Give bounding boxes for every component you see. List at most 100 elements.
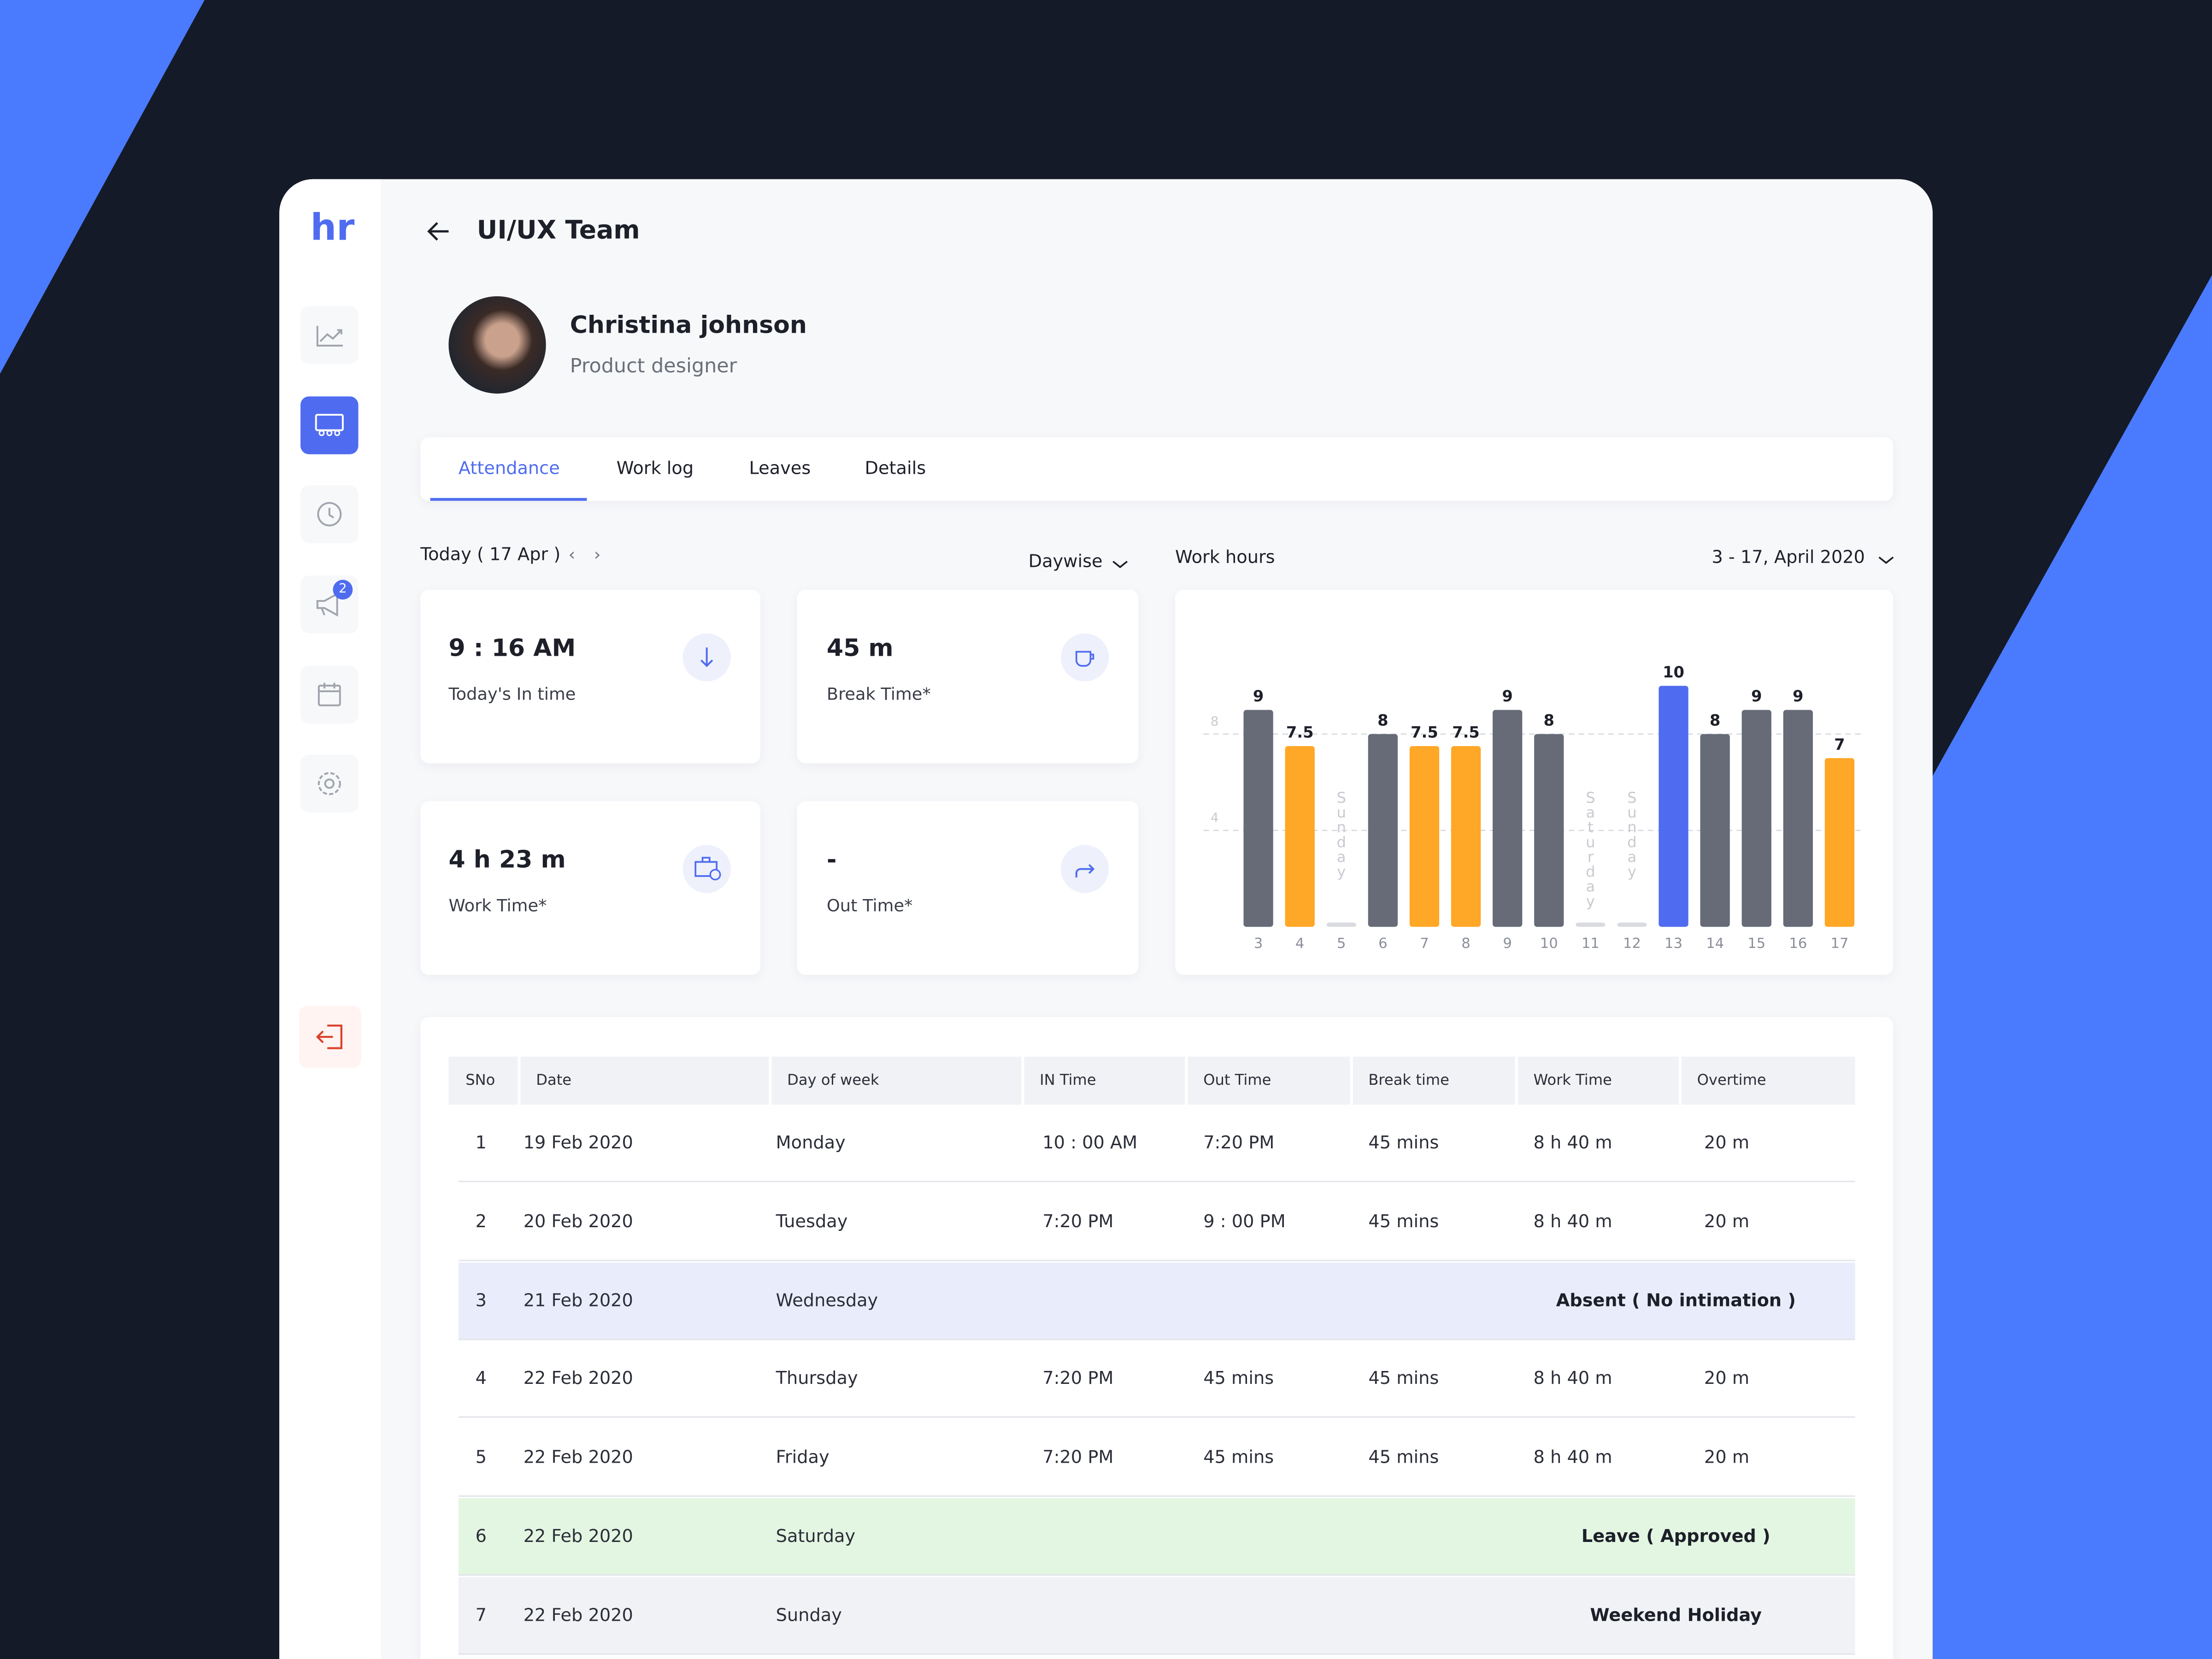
nav-analytics[interactable] — [300, 306, 359, 364]
header-divider — [1021, 1056, 1024, 1105]
row-divider — [458, 1181, 1855, 1182]
table-cell: 7:20 PM — [1042, 1210, 1114, 1231]
header-divider — [1350, 1056, 1353, 1105]
mode-chevron[interactable] — [1112, 557, 1129, 571]
table-cell: 45 mins — [1368, 1210, 1439, 1231]
table-header-cell: IN Time — [1040, 1072, 1096, 1089]
table-cell: Friday — [776, 1446, 830, 1468]
row-divider — [458, 1495, 1855, 1497]
header-divider — [769, 1056, 772, 1105]
stat-label: Work Time* — [448, 895, 547, 916]
table-cell: 3 — [475, 1288, 487, 1310]
table-header — [448, 1056, 1855, 1105]
table-cell: 45 mins — [1368, 1131, 1439, 1153]
tab-bar — [420, 437, 1894, 501]
table-cell: 19 Feb 2020 — [523, 1131, 633, 1153]
row-divider — [458, 1574, 1855, 1576]
table-cell: 45 mins — [1203, 1367, 1274, 1389]
tab[interactable]: Work log — [616, 457, 694, 478]
table-cell: 7:20 PM — [1042, 1446, 1114, 1468]
table-cell: 4 — [475, 1367, 487, 1389]
stat-label: Out Time* — [826, 895, 913, 916]
row-background — [458, 1498, 1855, 1576]
table-cell: 8 h 40 m — [1533, 1131, 1612, 1153]
table-cell: 22 Feb 2020 — [523, 1446, 633, 1468]
nav-calendar[interactable] — [300, 665, 359, 724]
table-cell: 7:20 PM — [1203, 1131, 1275, 1153]
day-label: Sunday — [1333, 790, 1350, 879]
table-cell: 8 h 40 m — [1533, 1446, 1612, 1468]
table-header-cell: Day of week — [787, 1072, 879, 1089]
stat-card — [420, 801, 760, 975]
table-cell: 45 mins — [1203, 1446, 1274, 1468]
row-status: Leave ( Approved ) — [1581, 1525, 1771, 1547]
tab[interactable]: Attendance — [458, 457, 560, 478]
row-background — [458, 1262, 1855, 1340]
table-cell: Wednesday — [776, 1288, 878, 1310]
table-header-cell: Break time — [1368, 1072, 1449, 1089]
page-title: UI/UX Team — [477, 216, 640, 246]
nav-time[interactable] — [300, 485, 359, 543]
table-cell: 1 — [475, 1131, 487, 1153]
stat-value: 9 : 16 AM — [448, 635, 576, 663]
stat-card — [420, 589, 760, 764]
table-cell: 45 mins — [1368, 1367, 1439, 1389]
prev-day[interactable]: ‹ — [568, 544, 576, 565]
table-cell: 20 m — [1704, 1446, 1750, 1468]
table-cell: 20 m — [1704, 1367, 1750, 1389]
chart-title: Work hours — [1175, 546, 1275, 567]
logo: hr — [310, 207, 355, 250]
table-cell: Saturday — [776, 1525, 856, 1547]
stat-label: Break Time* — [826, 684, 931, 704]
table-cell: 2 — [475, 1210, 487, 1231]
nav-team[interactable] — [300, 396, 359, 454]
table-cell: 9 : 00 PM — [1203, 1210, 1286, 1231]
tab-underline — [430, 498, 587, 501]
stat-label: Today's In time — [448, 684, 576, 704]
logout[interactable] — [299, 1006, 361, 1068]
avatar — [448, 296, 546, 394]
range-chevron[interactable] — [1877, 553, 1894, 567]
row-divider — [458, 1653, 1855, 1655]
stat-card — [797, 801, 1139, 975]
profile-name: Christina johnson — [570, 312, 807, 340]
table-cell: 8 h 40 m — [1533, 1210, 1612, 1231]
profile-role: Product designer — [570, 355, 737, 378]
next-day[interactable]: › — [594, 544, 601, 565]
table-cell: 45 mins — [1368, 1446, 1439, 1468]
table-cell: 21 Feb 2020 — [523, 1288, 633, 1310]
table-cell: 20 m — [1704, 1131, 1750, 1153]
tab[interactable]: Leaves — [749, 457, 811, 478]
tab[interactable]: Details — [865, 457, 926, 478]
table-header-cell: SNo — [465, 1072, 495, 1089]
header-divider — [1678, 1056, 1682, 1105]
stat-value: 4 h 23 m — [448, 846, 566, 875]
row-status: Weekend Holiday — [1590, 1603, 1762, 1625]
table-cell: 22 Feb 2020 — [523, 1367, 633, 1389]
back-button[interactable] — [423, 217, 454, 245]
nav-settings[interactable] — [300, 754, 359, 813]
table-header-cell: Date — [536, 1072, 572, 1089]
stat-card — [797, 589, 1139, 764]
header-divider — [1515, 1056, 1518, 1105]
table-cell: 10 : 00 AM — [1042, 1131, 1138, 1153]
table-cell: 22 Feb 2020 — [523, 1603, 633, 1625]
row-divider — [458, 1259, 1855, 1261]
table-header-cell: Overtime — [1697, 1072, 1766, 1089]
row-divider — [458, 1338, 1855, 1340]
table-cell: 7 — [475, 1603, 487, 1625]
table-cell: 7:20 PM — [1042, 1367, 1114, 1389]
mode-select[interactable]: Daywise — [1028, 550, 1103, 571]
table-cell: 8 h 40 m — [1533, 1367, 1612, 1389]
range-select[interactable]: 3 - 17, April 2020 — [1712, 546, 1865, 567]
row-status: Absent ( No intimation ) — [1556, 1288, 1796, 1310]
today-label: Today ( 17 Apr ) — [420, 543, 561, 565]
table-cell: 20 Feb 2020 — [523, 1210, 633, 1231]
table-cell: Tuesday — [776, 1210, 848, 1231]
stat-value: - — [826, 846, 837, 875]
table-cell: 22 Feb 2020 — [523, 1525, 633, 1547]
header-divider — [1185, 1056, 1188, 1105]
table-cell: Sunday — [776, 1603, 842, 1625]
table-cell: 20 m — [1704, 1210, 1750, 1231]
